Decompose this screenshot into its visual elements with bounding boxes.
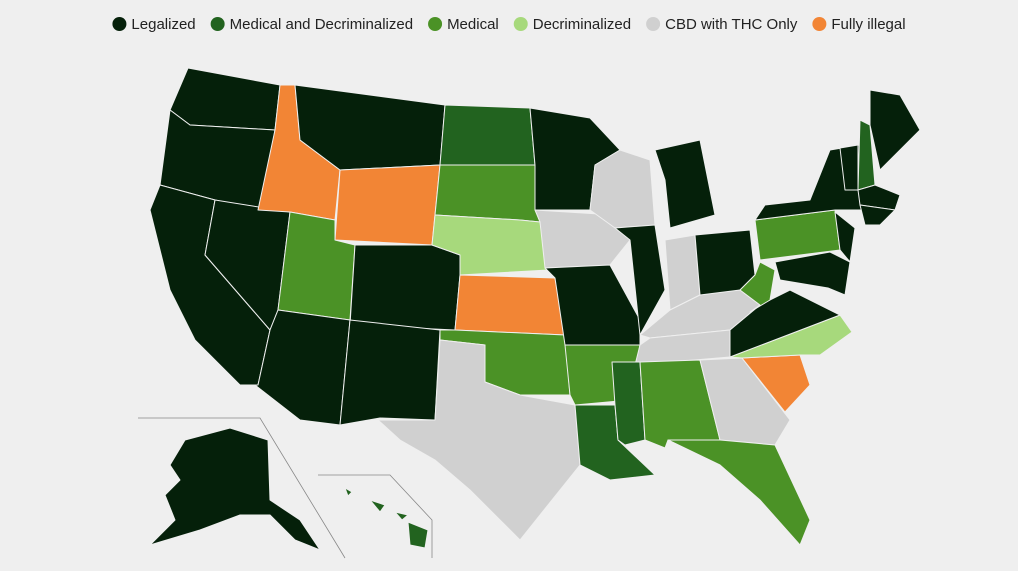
state <box>394 511 409 521</box>
state <box>699 357 791 446</box>
state <box>654 139 716 229</box>
legend-label: Medical and Decriminalized <box>230 16 413 33</box>
state <box>439 104 536 166</box>
legend-label: Fully illegal <box>831 16 905 33</box>
legend-swatch <box>646 17 661 31</box>
state <box>434 164 541 223</box>
inset-border <box>318 474 433 558</box>
legend-swatch <box>210 17 225 31</box>
state <box>169 67 281 131</box>
legend-label: CBD with THC Only <box>665 16 798 33</box>
state <box>869 89 921 171</box>
state <box>589 149 656 229</box>
state <box>344 487 353 497</box>
state <box>611 361 646 446</box>
legend-swatch <box>112 17 127 31</box>
state <box>407 521 429 549</box>
state <box>339 319 441 426</box>
state <box>377 339 581 541</box>
legend-label: Decriminalized <box>533 16 631 33</box>
legend-swatch <box>428 17 443 31</box>
legend-swatch <box>812 17 827 31</box>
state <box>739 261 776 313</box>
state <box>369 499 386 513</box>
legend-label: Medical <box>447 16 499 33</box>
state <box>431 214 549 276</box>
state <box>614 224 666 336</box>
inset-border <box>138 417 346 559</box>
state <box>834 211 856 263</box>
states <box>149 67 921 551</box>
state <box>454 274 566 336</box>
state <box>667 439 811 546</box>
legend: Legalized Medical and Decriminalized Medic… <box>112 16 906 33</box>
state <box>857 184 901 211</box>
state <box>774 251 851 296</box>
legend-label: Legalized <box>131 16 195 33</box>
state <box>859 204 896 226</box>
state <box>349 244 461 331</box>
state <box>149 427 321 551</box>
legend-swatch <box>513 17 528 31</box>
state <box>334 164 441 246</box>
